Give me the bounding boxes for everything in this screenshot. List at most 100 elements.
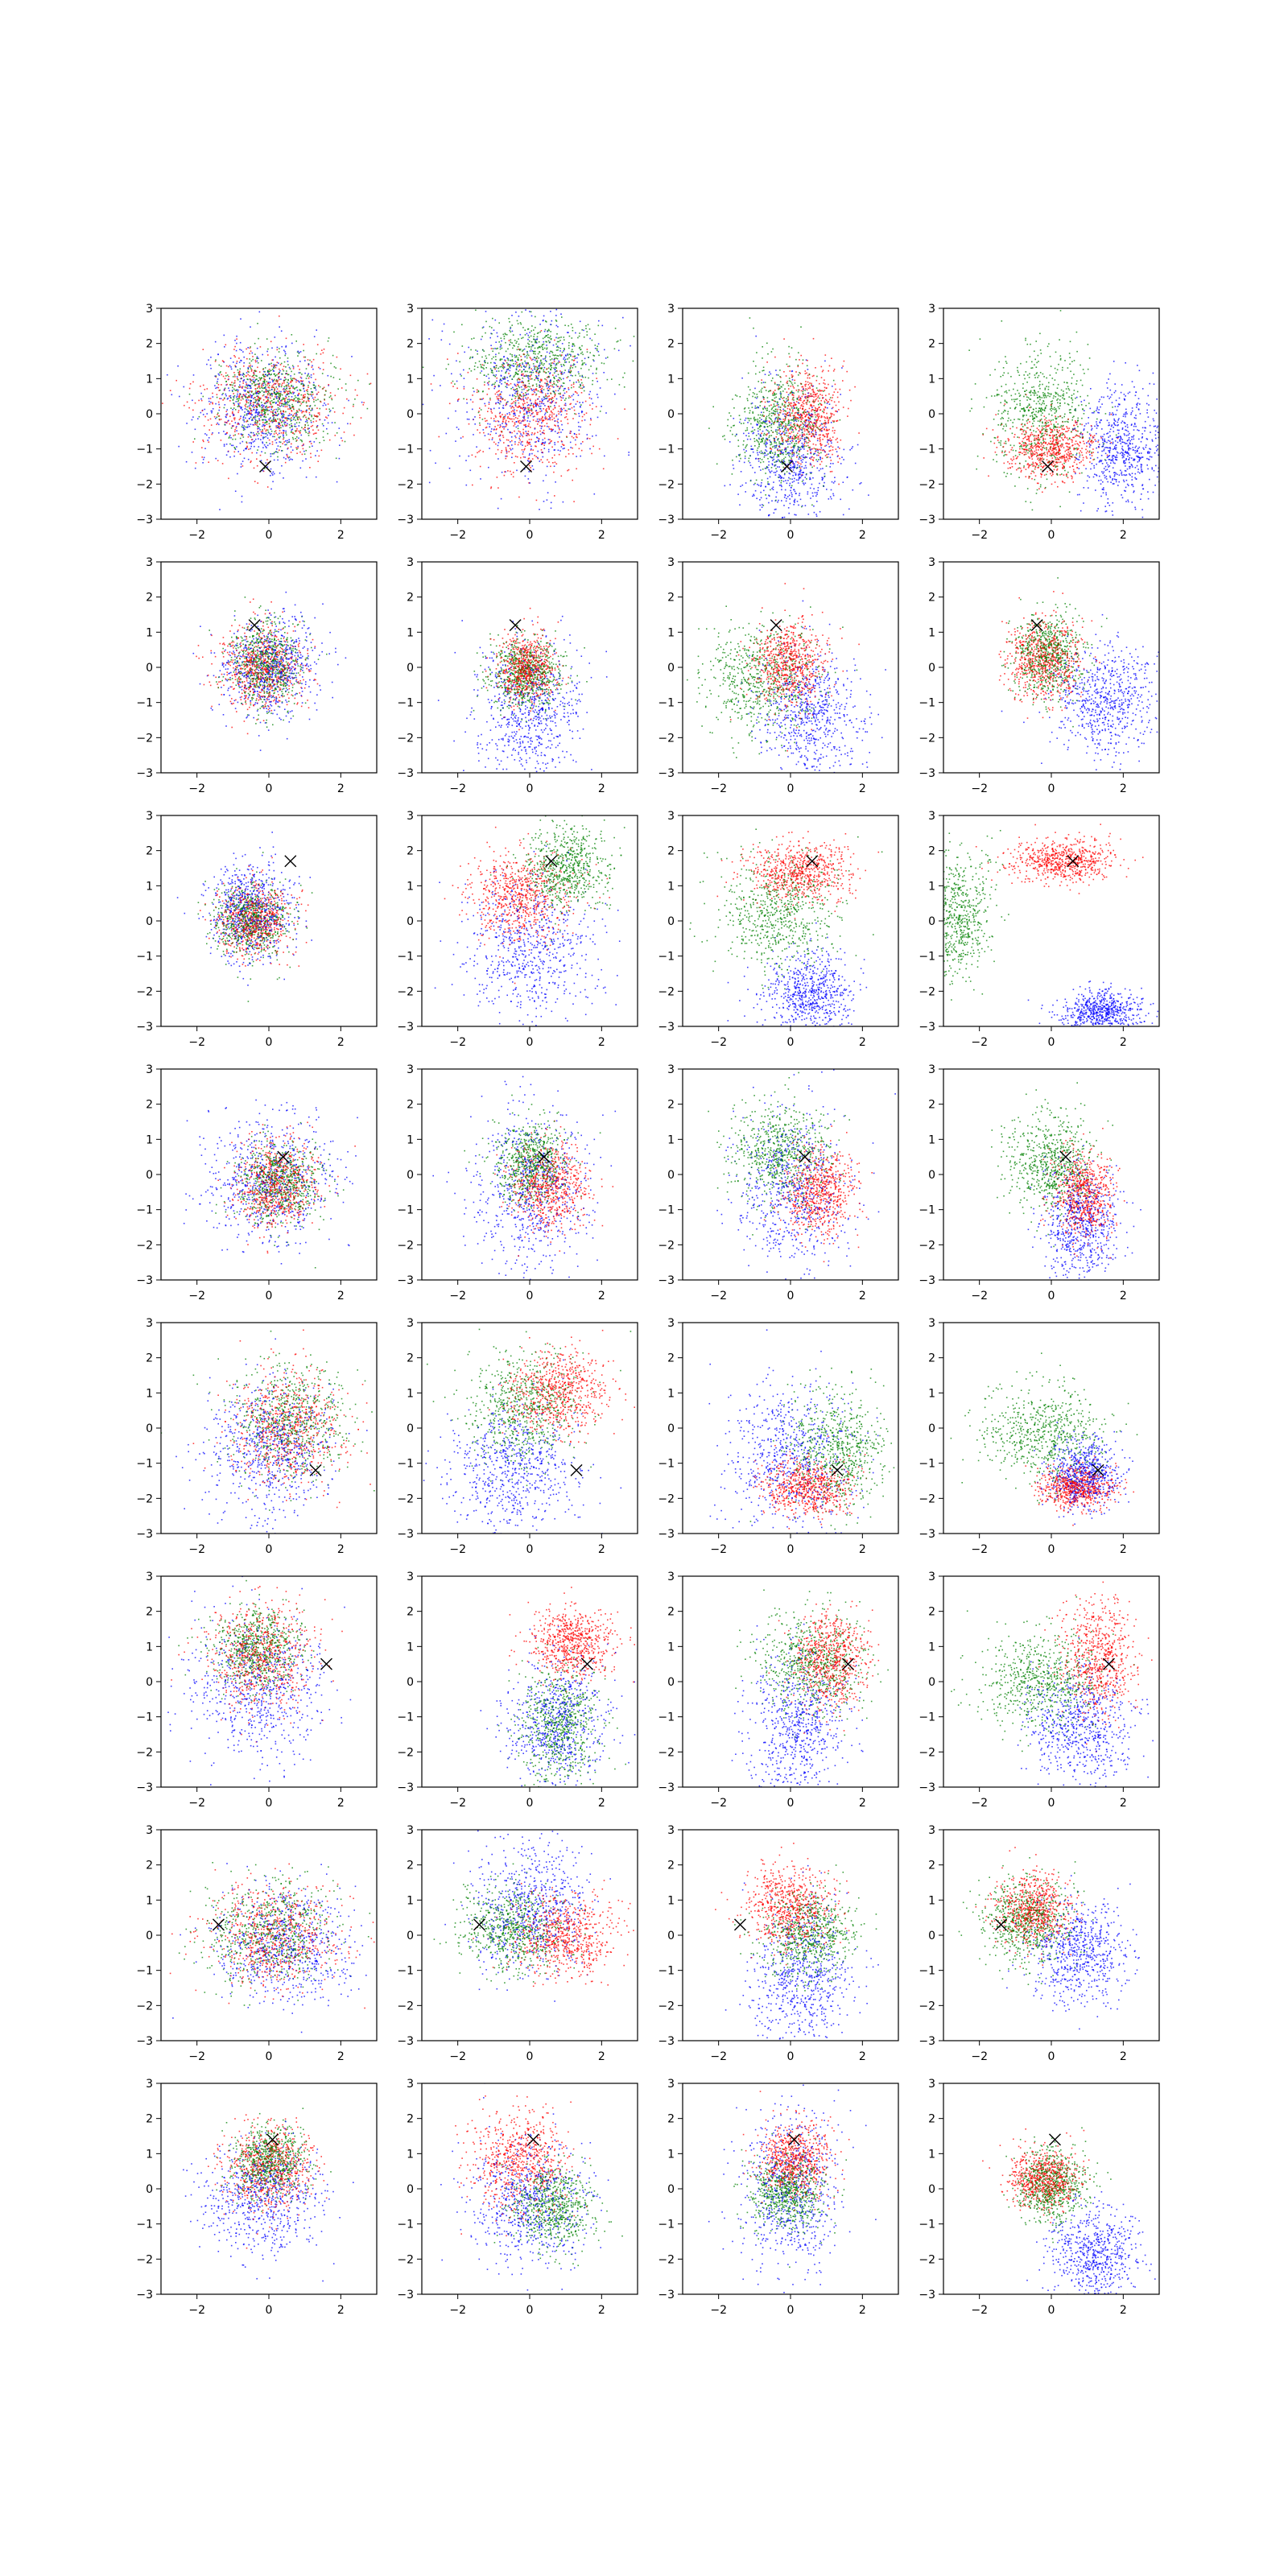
scatter-point-green <box>224 407 225 409</box>
scatter-point-green <box>254 399 256 401</box>
scatter-point-green <box>491 327 493 328</box>
scatter-point-red <box>207 388 208 390</box>
scatter-point-red <box>526 386 527 388</box>
scatter-point-red <box>535 402 536 404</box>
scatter-point-green <box>774 383 776 385</box>
scatter-point-red <box>296 452 298 454</box>
scatter-point-green <box>558 337 559 339</box>
scatter-point-red <box>805 386 807 387</box>
scatter-point-red <box>498 398 500 399</box>
scatter-point-blue <box>783 460 785 461</box>
scatter-point-red <box>534 434 535 436</box>
scatter-point-green <box>581 329 583 331</box>
scatter-point-blue <box>243 357 245 358</box>
scatter-point-green <box>485 332 486 334</box>
scatter-point-blue <box>276 452 278 453</box>
scatter-point-red <box>253 402 254 403</box>
scatter-point-green <box>567 358 568 360</box>
scatter-point-blue <box>766 455 768 456</box>
scatter-point-red <box>187 402 188 403</box>
scatter-point-red <box>239 395 241 397</box>
scatter-point-red <box>554 495 555 497</box>
scatter-point-green <box>300 430 302 431</box>
scatter-point-green <box>262 381 264 382</box>
scatter-point-red <box>275 419 277 421</box>
scatter-point-blue <box>281 465 283 467</box>
scatter-point-green <box>471 370 473 372</box>
scatter-point-blue <box>239 385 241 386</box>
scatter-point-blue <box>795 514 797 516</box>
scatter-point-red <box>250 375 251 377</box>
scatter-point-red <box>346 398 348 400</box>
scatter-point-red <box>283 411 284 412</box>
scatter-point-red <box>531 360 533 361</box>
scatter-point-red <box>266 431 267 432</box>
scatter-point-green <box>500 360 502 361</box>
scatter-point-red <box>285 425 287 427</box>
scatter-point-green <box>297 417 299 419</box>
scatter-point-blue <box>539 382 541 383</box>
scatter-point-green <box>787 441 789 443</box>
scatter-point-blue <box>762 506 763 508</box>
scatter-point-blue <box>516 421 518 423</box>
scatter-point-blue <box>827 441 828 443</box>
scatter-point-red <box>283 431 285 433</box>
scatter-point-green <box>307 391 308 393</box>
scatter-point-red <box>522 408 523 410</box>
scatter-point-red <box>796 401 798 402</box>
scatter-point-blue <box>549 258 551 259</box>
scatter-point-green <box>301 394 303 396</box>
scatter-point-red <box>543 386 544 388</box>
scatter-point-red <box>254 407 255 408</box>
scatter-point-blue <box>802 461 803 463</box>
scatter-point-blue <box>288 398 290 400</box>
scatter-point-blue <box>603 372 605 374</box>
scatter-point-red <box>217 414 218 415</box>
scatter-point-red <box>543 419 545 421</box>
scatter-point-red <box>541 449 543 451</box>
scatter-point-green <box>259 398 261 400</box>
scatter-point-blue <box>855 463 857 464</box>
scatter-point-blue <box>271 394 273 395</box>
scatter-point-green <box>619 384 621 386</box>
scatter-point-blue <box>507 380 509 382</box>
scatter-point-blue <box>270 382 271 383</box>
scatter-point-red <box>497 487 499 489</box>
scatter-point-red <box>355 390 357 391</box>
scatter-point-red <box>246 401 248 402</box>
scatter-point-blue <box>473 391 475 393</box>
scatter-point-red <box>799 451 800 452</box>
scatter-point-red <box>495 453 497 455</box>
scatter-point-red <box>543 444 545 446</box>
scatter-point-blue <box>258 357 259 359</box>
scatter-point-green <box>791 442 793 444</box>
scatter-point-red <box>529 465 530 467</box>
scatter-point-blue <box>785 489 786 491</box>
scatter-point-blue <box>759 466 761 468</box>
scatter-point-blue <box>525 398 526 399</box>
scatter-point-blue <box>565 354 567 356</box>
scatter-point-red <box>825 354 827 356</box>
scatter-point-green <box>581 360 583 361</box>
scatter-point-green <box>758 446 760 448</box>
scatter-point-red <box>795 404 796 406</box>
scatter-point-green <box>238 405 240 407</box>
scatter-point-blue <box>533 389 535 390</box>
scatter-point-blue <box>523 365 525 367</box>
scatter-point-red <box>499 394 501 396</box>
scatter-point-green <box>521 366 522 368</box>
scatter-point-green <box>528 328 530 330</box>
scatter-point-blue <box>488 384 489 386</box>
scatter-point-blue <box>526 363 528 365</box>
scatter-point-red <box>576 469 577 470</box>
scatter-point-green <box>489 354 490 356</box>
scatter-point-red <box>504 418 506 419</box>
scatter-point-green <box>295 397 297 398</box>
scatter-point-blue <box>250 404 251 406</box>
scatter-point-red <box>497 477 498 478</box>
scatter-point-red <box>316 407 318 409</box>
scatter-point-red <box>297 448 299 449</box>
scatter-point-red <box>184 405 185 407</box>
scatter-point-green <box>273 380 275 382</box>
scatter-point-green <box>549 342 551 344</box>
